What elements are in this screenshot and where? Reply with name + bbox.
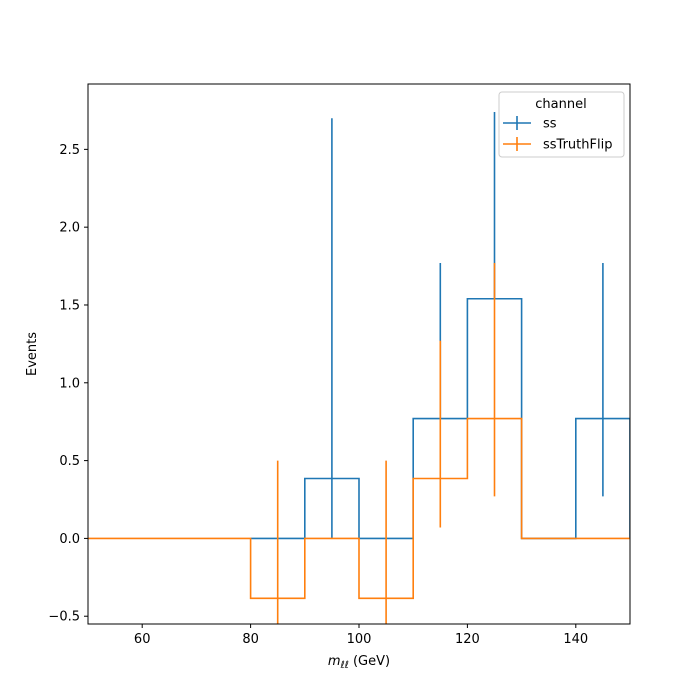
legend-label: ssTruthFlip	[543, 138, 612, 153]
legend-box	[498, 91, 625, 158]
x-tick-label: 60	[134, 632, 151, 647]
x-tick-label: 80	[242, 632, 259, 647]
x-axis-label-sub: ℓℓ	[341, 660, 349, 671]
series-layer	[88, 112, 630, 624]
histogram-step-ssTruthFlip	[88, 417, 630, 600]
x-tick-label: 100	[347, 632, 372, 647]
y-tick-label: 0.0	[59, 532, 80, 547]
y-tick-label: 0.5	[59, 454, 80, 469]
y-tick-label: 1.5	[59, 298, 80, 313]
y-tick-label: 1.0	[59, 376, 80, 391]
legend-entry-ss: ss	[503, 116, 557, 132]
y-tick-label: 2.0	[59, 221, 80, 236]
x-axis-label: mℓℓ (GeV)	[328, 654, 390, 671]
y-tick-label: −0.5	[48, 610, 80, 625]
x-axis-label-main: m	[328, 654, 341, 669]
axes: 60 80 100 120 140 −0.5 0.0 0.5 1.0 1.5 2.0 2.5	[48, 143, 588, 647]
x-axis-label-unit: (GeV)	[349, 654, 390, 669]
y-axis-label: Events	[25, 332, 40, 376]
legend-entries: ss ssTruthFlip	[503, 116, 612, 153]
legend-title: channel	[535, 97, 586, 112]
legend-label: ss	[543, 117, 557, 132]
legend: channel ss ssTruthFlip	[498, 91, 625, 158]
x-tick-label: 120	[455, 632, 480, 647]
x-tick-label: 140	[563, 632, 588, 647]
legend-entry-ssTruthFlip: ssTruthFlip	[503, 137, 612, 153]
y-tick-label: 2.5	[59, 143, 80, 158]
series-ssTruthFlip	[88, 262, 630, 624]
